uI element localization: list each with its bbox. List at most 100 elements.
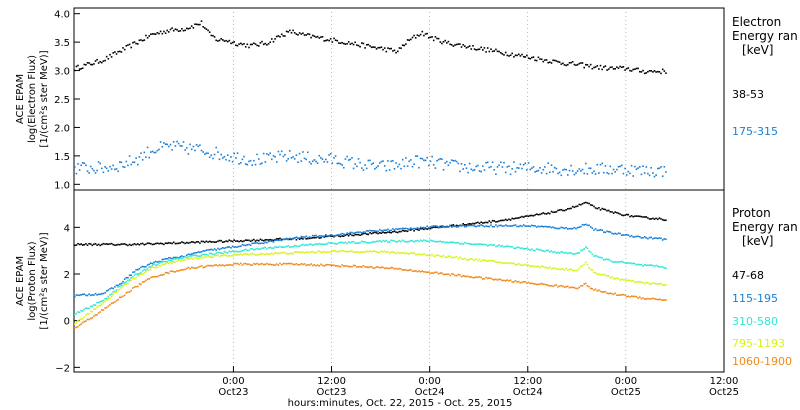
proton-point bbox=[617, 261, 620, 263]
proton-point bbox=[547, 249, 549, 252]
proton-point bbox=[215, 249, 217, 251]
electron-point bbox=[230, 156, 232, 158]
electron-point bbox=[315, 36, 317, 38]
proton-point bbox=[414, 253, 417, 256]
proton-point bbox=[589, 287, 592, 290]
proton-point bbox=[85, 294, 87, 297]
electron-point bbox=[277, 150, 280, 153]
electron-point bbox=[571, 170, 574, 172]
proton-point bbox=[143, 271, 146, 274]
electron-point bbox=[639, 166, 641, 168]
proton-point bbox=[586, 285, 589, 287]
proton-point bbox=[369, 241, 371, 244]
proton-point bbox=[269, 238, 271, 241]
proton-point bbox=[236, 246, 239, 248]
proton-point bbox=[401, 229, 404, 232]
proton-point bbox=[199, 242, 201, 244]
proton-point bbox=[639, 296, 641, 298]
electron-point bbox=[297, 34, 299, 36]
proton-point bbox=[478, 276, 481, 278]
proton-point bbox=[490, 224, 492, 226]
proton-point bbox=[205, 256, 208, 259]
proton-point bbox=[383, 250, 386, 253]
electron-point bbox=[599, 64, 602, 67]
proton-point bbox=[302, 236, 304, 238]
proton-point bbox=[156, 266, 159, 269]
proton-point bbox=[571, 286, 574, 289]
proton-point bbox=[339, 235, 342, 238]
proton-point bbox=[204, 253, 206, 256]
electron-point bbox=[480, 170, 482, 173]
electron-point bbox=[400, 47, 402, 49]
electron-point bbox=[369, 159, 371, 162]
electron-point bbox=[341, 164, 343, 166]
proton-point bbox=[558, 252, 561, 254]
proton-point bbox=[617, 294, 620, 296]
electron-point bbox=[531, 56, 533, 59]
electron-point bbox=[228, 39, 231, 42]
proton-point bbox=[315, 252, 317, 254]
proton-point bbox=[109, 297, 111, 299]
proton-point bbox=[392, 251, 394, 253]
proton-point bbox=[467, 275, 469, 278]
proton-point bbox=[524, 263, 527, 266]
proton-point bbox=[603, 208, 605, 210]
proton-point bbox=[414, 240, 417, 242]
proton-point bbox=[222, 241, 224, 243]
electron-legend-subtitle: Energy ran bbox=[732, 29, 798, 43]
proton-point bbox=[244, 239, 247, 241]
proton-point bbox=[222, 252, 224, 255]
electron-point bbox=[159, 141, 162, 143]
proton-point bbox=[267, 253, 270, 256]
proton-point bbox=[331, 242, 334, 244]
proton-point bbox=[411, 270, 414, 272]
proton-point bbox=[280, 239, 283, 242]
proton-point bbox=[177, 242, 180, 245]
electron-point bbox=[563, 168, 566, 171]
proton-point bbox=[439, 225, 442, 228]
proton-point bbox=[537, 265, 540, 267]
proton-point bbox=[388, 267, 391, 270]
proton-point bbox=[119, 243, 121, 246]
proton-point bbox=[609, 276, 612, 279]
proton-point bbox=[205, 265, 208, 267]
proton-point bbox=[586, 202, 589, 204]
proton-point bbox=[436, 254, 438, 256]
proton-point bbox=[187, 258, 190, 260]
proton-point bbox=[86, 312, 89, 315]
proton-point bbox=[86, 294, 89, 297]
electron-point bbox=[611, 66, 613, 68]
proton-point bbox=[382, 231, 384, 234]
electron-point bbox=[125, 160, 128, 163]
proton-point bbox=[284, 251, 286, 254]
electron-point bbox=[397, 165, 399, 168]
proton-point bbox=[138, 274, 141, 277]
proton-point bbox=[480, 276, 482, 279]
proton-point bbox=[488, 225, 491, 228]
proton-point bbox=[315, 243, 317, 245]
proton-point bbox=[614, 232, 616, 235]
proton-point bbox=[509, 225, 512, 227]
proton-point bbox=[616, 261, 618, 263]
proton-point bbox=[506, 245, 509, 248]
proton-point bbox=[606, 230, 608, 233]
proton-point bbox=[629, 235, 631, 238]
electron-data-points bbox=[74, 20, 667, 178]
proton-point bbox=[195, 241, 198, 243]
proton-point bbox=[289, 262, 291, 265]
proton-point bbox=[387, 251, 389, 253]
electron-point bbox=[321, 36, 324, 38]
proton-point bbox=[589, 226, 592, 228]
electron-point bbox=[271, 38, 273, 40]
electron-point bbox=[176, 28, 178, 31]
proton-point bbox=[311, 264, 314, 267]
electron-point bbox=[186, 27, 188, 30]
electron-point bbox=[275, 35, 278, 38]
electron-point bbox=[362, 42, 365, 45]
proton-point bbox=[562, 267, 564, 270]
electron-point bbox=[655, 174, 657, 176]
proton-point bbox=[262, 242, 265, 245]
electron-point bbox=[236, 44, 239, 47]
proton-point bbox=[151, 264, 154, 267]
proton-point bbox=[308, 237, 311, 240]
